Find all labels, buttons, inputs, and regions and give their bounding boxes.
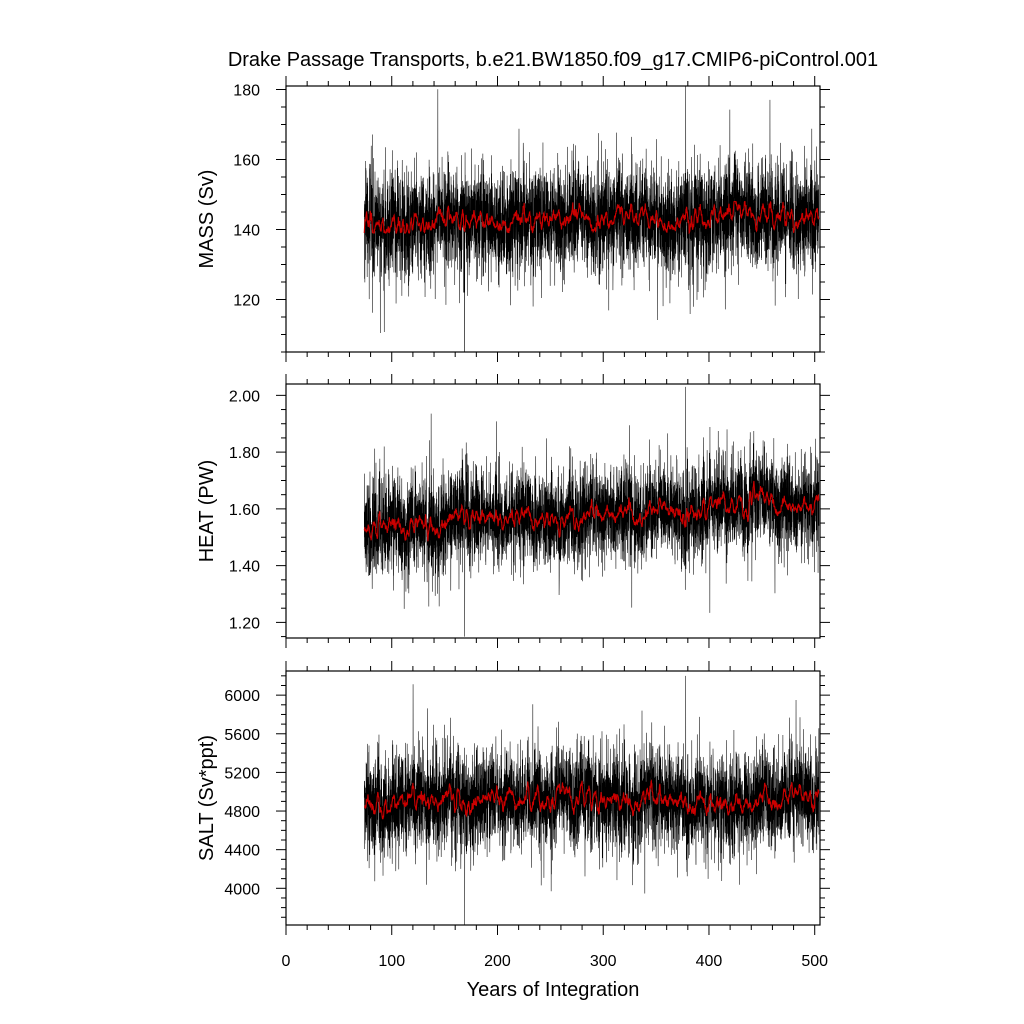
plot-frame-salt — [285, 670, 821, 926]
x-tick-label: 300 — [590, 953, 617, 970]
x-tick-label: 0 — [282, 953, 291, 970]
raw-series-mass — [363, 86, 820, 352]
plot-frame-mass — [285, 85, 821, 353]
panel-salt: 4000 4400 4800 5200 5600 6000 SALT (Sv*ppt) — [196, 661, 830, 935]
y-tick-label-salt: 4400 — [224, 843, 260, 860]
y-tick-label-mass: 160 — [233, 153, 260, 170]
x-tick-label: 200 — [484, 953, 511, 970]
y-tick-label-mass: 180 — [233, 83, 260, 100]
panel-mass: 120 140 160 180 MASS (Sv) — [196, 76, 830, 362]
chart-title: Drake Passage Transports, b.e21.BW1850.f… — [228, 49, 878, 71]
y-tick-label-salt: 6000 — [224, 688, 260, 705]
x-tick-label: 400 — [696, 953, 723, 970]
y-tick-label-salt: 5600 — [224, 727, 260, 744]
y-tick-label-salt: 4000 — [224, 881, 260, 898]
raw-series-heat — [363, 386, 820, 637]
smoothed-series-salt — [363, 779, 820, 820]
y-tick-label-heat: 1.40 — [229, 559, 260, 576]
y-tick-label-heat: 1.20 — [229, 615, 260, 632]
y-axis-label-heat: HEAT (PW) — [196, 460, 218, 563]
panel-heat: 1.20 1.40 1.60 1.80 2.00 HEAT (PW) — [196, 374, 830, 648]
y-tick-label-heat: 1.80 — [229, 445, 260, 462]
y-tick-label-salt: 5200 — [224, 765, 260, 782]
x-tick-label: 100 — [378, 953, 405, 970]
panels-group: 120 140 160 180 MASS (Sv) 1.20 1.40 1.60 1.80 2.0… — [196, 76, 830, 970]
plot-frame-heat — [285, 383, 821, 639]
y-tick-label-mass: 140 — [233, 223, 260, 240]
y-tick-label-heat: 1.60 — [229, 502, 260, 519]
raw-series-salt — [363, 675, 820, 925]
y-tick-label-mass: 120 — [233, 293, 260, 310]
x-tick-label: 500 — [801, 953, 828, 970]
y-tick-label-heat: 2.00 — [229, 388, 260, 405]
smoothed-series-heat — [363, 480, 820, 542]
y-tick-label-salt: 4800 — [224, 804, 260, 821]
y-axis-label-mass: MASS (Sv) — [196, 170, 218, 269]
smoothed-series-mass — [363, 200, 820, 235]
y-axis-label-salt: SALT (Sv*ppt) — [196, 735, 218, 861]
x-axis-label: Years of Integration — [467, 979, 640, 1001]
